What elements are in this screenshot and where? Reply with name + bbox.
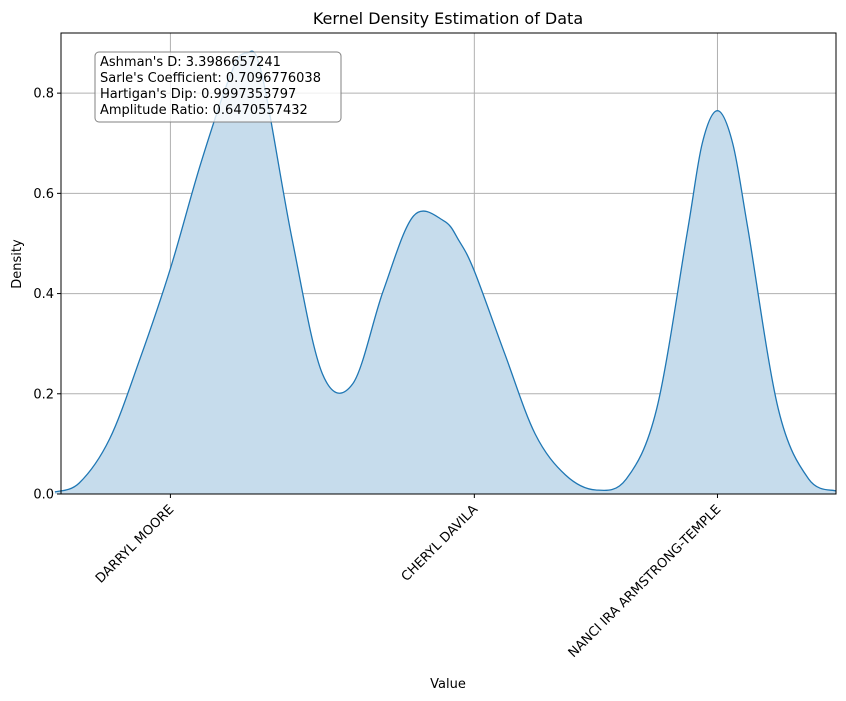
x-tick-label: CHERYL DAVILA — [399, 502, 482, 585]
chart-title: Kernel Density Estimation of Data — [313, 9, 583, 28]
y-tick-label: 0.8 — [33, 87, 54, 102]
stat-sarles-coefficient: Sarle's Coefficient: 0.7096776038 — [100, 71, 321, 86]
y-tick-label: 0.0 — [33, 488, 54, 503]
density-fill-area — [54, 51, 837, 494]
plot-area-frame — [60, 32, 837, 495]
x-axis-ticks: DARRYL MOORE CHERYL DAVILA NANCI IRA ARMST… — [93, 494, 724, 661]
stat-amplitude-ratio: Amplitude Ratio: 0.6470557432 — [100, 103, 308, 118]
density-curve-line — [54, 50, 837, 493]
y-axis-label: Density — [10, 239, 25, 289]
y-tick-label: 0.6 — [33, 187, 54, 202]
y-axis-ticks: 0.0 0.2 0.4 0.6 0.8 — [33, 87, 61, 503]
stat-ashmans-d: Ashman's D: 3.3986657241 — [100, 55, 281, 70]
y-tick-label: 0.4 — [33, 287, 54, 302]
statistics-annotation-box: Ashman's D: 3.3986657241 Sarle's Coeffic… — [94, 51, 342, 123]
stat-hartigans-dip: Hartigan's Dip: 0.9997353797 — [100, 87, 296, 102]
x-tick-label: NANCI IRA ARMSTRONG-TEMPLE — [566, 502, 725, 661]
x-tick-label: DARRYL MOORE — [93, 502, 177, 586]
density-curve-layer — [54, 50, 837, 494]
x-axis-label: Value — [430, 677, 466, 692]
y-tick-label: 0.2 — [33, 387, 54, 402]
statistics-box-background — [94, 51, 342, 123]
